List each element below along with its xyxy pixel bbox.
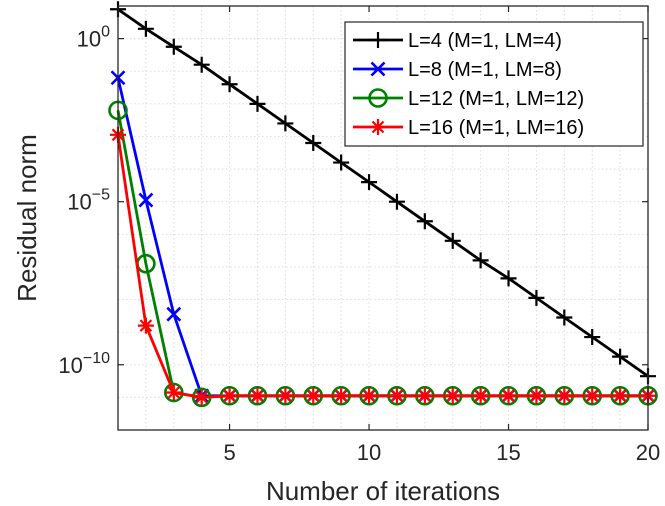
legend-marker	[370, 61, 386, 77]
data-point	[584, 387, 601, 404]
data-point	[138, 192, 154, 208]
x-tick-label: 5	[223, 440, 235, 465]
y-tick-label: 10−10	[58, 350, 110, 378]
data-point	[193, 56, 210, 73]
data-point	[556, 309, 573, 326]
plot-frame	[117, 5, 649, 431]
data-point	[612, 348, 629, 365]
legend-marker	[370, 119, 386, 135]
legend-label: L=16 (M=1, LM=16)	[408, 117, 584, 139]
series-4	[110, 126, 656, 406]
x-tick-label: 15	[496, 440, 520, 465]
data-point	[305, 134, 322, 151]
data-point	[472, 387, 489, 404]
legend-label: L=8 (M=1, LM=8)	[408, 59, 562, 81]
y-tick-label-base: 10	[67, 190, 91, 215]
y-axis-title: Residual norm	[12, 134, 42, 302]
data-point	[472, 252, 489, 269]
data-point	[500, 387, 517, 404]
data-point	[163, 382, 184, 403]
data-point	[249, 387, 266, 404]
series-line	[117, 8, 649, 378]
data-point	[528, 289, 545, 306]
data-point	[193, 389, 210, 406]
data-point	[388, 387, 405, 404]
data-point	[221, 76, 238, 93]
data-point	[416, 213, 433, 230]
data-point	[500, 270, 517, 287]
legend-marker	[368, 88, 388, 108]
data-point	[361, 174, 378, 191]
series-1	[110, 1, 656, 385]
y-tick-label-exponent: −5	[92, 187, 110, 204]
data-point	[584, 329, 601, 346]
legend-label: L=4 (M=1, LM=4)	[408, 30, 562, 52]
data-point	[165, 384, 182, 401]
y-tick-label: 100	[77, 24, 110, 52]
legend-item-3: L=12 (M=1, LM=12)	[353, 88, 584, 110]
y-tick-label-exponent: −10	[83, 350, 110, 367]
data-point	[333, 387, 350, 404]
data-point	[444, 387, 461, 404]
x-tick-label: 10	[357, 440, 381, 465]
data-point	[249, 95, 266, 112]
data-point	[221, 387, 238, 404]
legend-label: L=12 (M=1, LM=12)	[408, 88, 584, 110]
y-tick-label-base: 10	[77, 27, 101, 52]
legend-box	[344, 21, 644, 147]
data-point	[305, 387, 322, 404]
data-point	[277, 387, 294, 404]
data-point	[333, 154, 350, 171]
legend-item-1: L=4 (M=1, LM=4)	[353, 30, 562, 52]
x-tick-label: 20	[636, 440, 660, 465]
data-point	[165, 38, 182, 55]
y-tick-label: 10−5	[67, 187, 110, 215]
data-point	[361, 387, 378, 404]
data-point	[388, 193, 405, 210]
data-point	[556, 387, 573, 404]
data-point	[528, 387, 545, 404]
legend-item-4: L=16 (M=1, LM=16)	[353, 117, 584, 139]
data-point	[166, 306, 182, 322]
legend-item-2: L=8 (M=1, LM=8)	[353, 59, 562, 81]
y-tick-label-exponent: 0	[101, 24, 110, 41]
data-point	[137, 317, 154, 334]
data-point	[416, 387, 433, 404]
data-point	[137, 20, 154, 37]
x-axis-title: Number of iterations	[266, 476, 500, 506]
series-layer	[108, 1, 658, 408]
data-point	[444, 232, 461, 249]
legend-marker	[370, 32, 386, 48]
legend: L=4 (M=1, LM=4) L=8 (M=1, LM=8) L=12 (M=1,…	[344, 21, 644, 147]
data-point	[612, 387, 629, 404]
data-point	[277, 115, 294, 132]
y-tick-label-base: 10	[58, 353, 82, 378]
